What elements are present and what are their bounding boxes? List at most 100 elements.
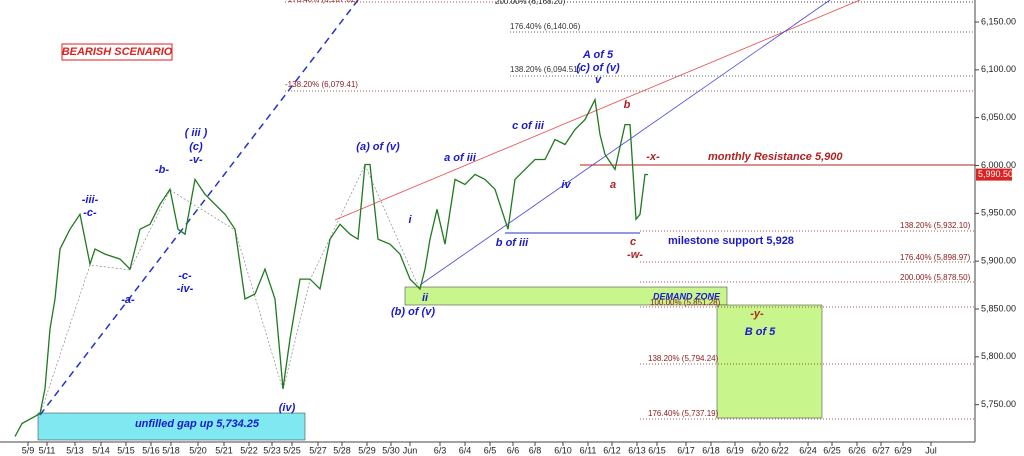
x-tick-label: 5/28 xyxy=(333,445,351,455)
x-tick-label: 6/8 xyxy=(529,445,542,455)
trend-line xyxy=(419,0,831,286)
y-tick-label: 6,000.00 xyxy=(981,160,1016,170)
fib-label: -138.20% (6,079.41) xyxy=(285,80,358,89)
x-tick-label: 6/5 xyxy=(484,445,497,455)
wave-label: -c- xyxy=(178,270,192,282)
wave-label: c of iii xyxy=(512,120,545,132)
x-tick-label: 6/3 xyxy=(434,445,447,455)
fib-label: 138.20% (6,094.51) xyxy=(510,65,581,74)
wave-label: v xyxy=(595,74,602,86)
fib-label: 200.00% (6,168.20) xyxy=(495,0,566,6)
x-tick-label: 5/13 xyxy=(66,445,84,455)
wave-label: a of iii xyxy=(444,152,477,164)
wave-label: i xyxy=(408,214,412,226)
x-tick-label: 5/14 xyxy=(92,445,110,455)
x-tick-label: 5/15 xyxy=(117,445,135,455)
x-tick-label: 5/20 xyxy=(189,445,207,455)
chart-title: BEARISH SCENARIO xyxy=(62,46,173,58)
gap-label: unfilled gap up 5,734.25 xyxy=(135,418,260,430)
wave-label: (c) xyxy=(189,141,203,153)
wave-label: -iv- xyxy=(177,283,194,295)
x-tick-label: 6/22 xyxy=(771,445,789,455)
wave-label: (b) of (v) xyxy=(391,306,435,318)
fib-label: 176.40% (5,737.19) xyxy=(648,409,719,418)
trend-line xyxy=(334,0,861,221)
x-tick-label: 6/25 xyxy=(823,445,841,455)
x-tick-label: 6/12 xyxy=(603,445,621,455)
x-tick-label: 6/18 xyxy=(702,445,720,455)
x-tick-label: 5/18 xyxy=(162,445,180,455)
x-tick-label: 6/10 xyxy=(554,445,572,455)
wave-label: -iii- xyxy=(82,194,99,206)
fib-label: 176.40% (5,898.97) xyxy=(900,253,971,262)
x-tick-label: Jul xyxy=(925,445,937,455)
x-tick-label: 6/29 xyxy=(894,445,912,455)
wave-label: iv xyxy=(561,179,571,191)
support-label: milestone support 5,928 xyxy=(668,235,794,247)
x-tick-label: 6/20 xyxy=(751,445,769,455)
wave-label: -v- xyxy=(189,154,203,166)
x-tick-label: 6/6 xyxy=(507,445,520,455)
wave-label: -a- xyxy=(121,294,135,306)
wave-label: (iv) xyxy=(279,402,296,414)
x-tick-label: 6/13 xyxy=(628,445,646,455)
fib-label: 138.20% (5,794.24) xyxy=(648,354,719,363)
x-tick-label: 5/30 xyxy=(382,445,400,455)
x-tick-label: Jun xyxy=(403,445,418,455)
wave-label: b of iii xyxy=(496,237,529,249)
wave-label: (c) of (v) xyxy=(576,62,620,74)
x-tick-label: 6/19 xyxy=(726,445,744,455)
fib-label: 138.20% (5,932.10) xyxy=(900,221,971,230)
title-box xyxy=(61,43,173,61)
y-tick-label: 5,900.00 xyxy=(981,256,1016,266)
fib-label: 100.00% (5,851.28) xyxy=(650,298,721,307)
resistance-label: monthly Resistance 5,900 xyxy=(708,151,843,163)
demand-box xyxy=(404,286,728,306)
wave-label: a xyxy=(610,179,616,191)
x-tick-label: 5/25 xyxy=(283,445,301,455)
x-tick-label: 5/9 xyxy=(22,445,35,455)
last-price-box xyxy=(976,168,1012,181)
wave-label: -c- xyxy=(83,207,97,219)
y-tick-label: 6,050.00 xyxy=(981,112,1016,122)
x-tick-label: 6/15 xyxy=(648,445,666,455)
x-tick-label: 6/11 xyxy=(580,445,597,455)
price-line xyxy=(14,97,649,437)
y-tick-label: 6,150.00 xyxy=(981,16,1016,26)
wave-label: A of 5 xyxy=(582,49,614,61)
y-tick-label: 5,750.00 xyxy=(981,399,1016,409)
wave-label: b xyxy=(624,99,631,111)
plot-area xyxy=(0,0,975,442)
x-tick-label: 5/22 xyxy=(240,445,258,455)
wave-label: B of 5 xyxy=(745,326,776,338)
x-tick-label: 5/16 xyxy=(142,445,160,455)
x-tick-label: 5/21 xyxy=(215,445,233,455)
target-box xyxy=(716,304,823,419)
x-tick-label: 6/17 xyxy=(677,445,695,455)
y-tick-label: 6,100.00 xyxy=(981,64,1016,74)
y-tick-label: 5,850.00 xyxy=(981,303,1016,313)
x-tick-label: 5/29 xyxy=(358,445,376,455)
last-price-label: 5,990.50 xyxy=(978,169,1013,179)
fib-label: 200.00% (5,878.50) xyxy=(900,273,971,282)
wave-label: (a) of (v) xyxy=(356,141,400,153)
wave-label: ii xyxy=(422,292,429,304)
wave-label: c xyxy=(630,236,636,248)
x-tick-label: 5/11 xyxy=(39,445,56,455)
wave-label: -x- xyxy=(646,151,660,163)
wave-label: -b- xyxy=(155,164,169,176)
x-tick-label: 5/27 xyxy=(309,445,327,455)
wave-label: -y- xyxy=(750,308,764,320)
fib-label: -176.40% (6,167.82) xyxy=(285,0,358,4)
wave-label: ( iii ) xyxy=(185,127,208,139)
x-tick-label: 6/24 xyxy=(799,445,817,455)
x-tick-label: 6/27 xyxy=(872,445,890,455)
x-tick-label: 5/23 xyxy=(263,445,281,455)
y-tick-label: 5,800.00 xyxy=(981,351,1016,361)
demand-label: DEMAND ZONE xyxy=(653,291,721,301)
fib-label: 176.40% (6,140.06) xyxy=(510,22,581,31)
x-tick-label: 6/26 xyxy=(848,445,866,455)
wave-label: -w- xyxy=(627,249,643,261)
